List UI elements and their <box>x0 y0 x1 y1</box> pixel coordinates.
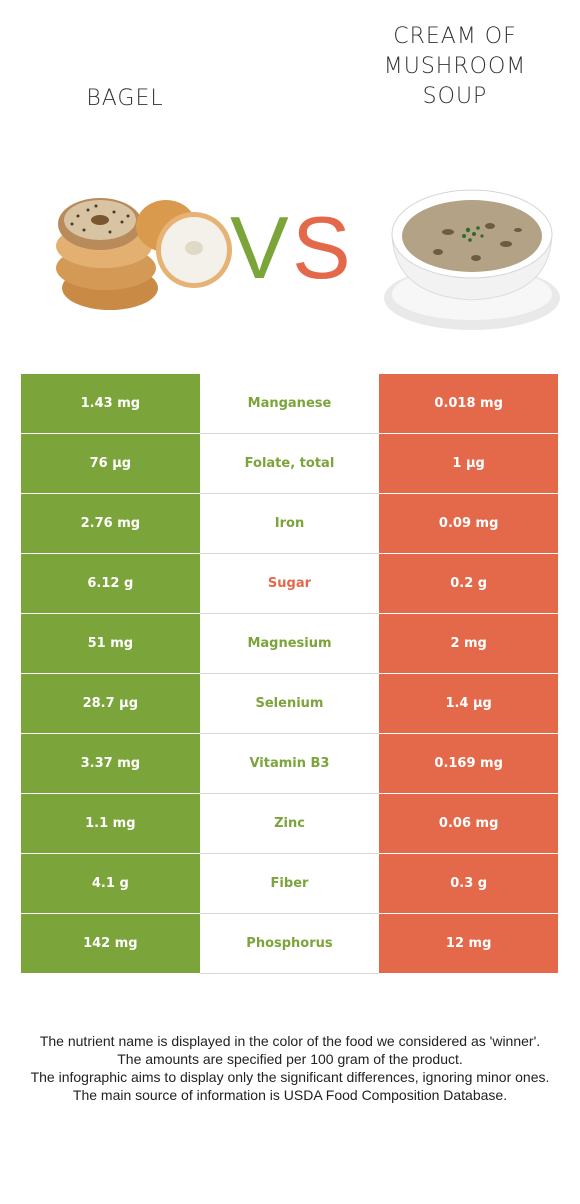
left-food-value: 3.37 mg <box>21 733 200 794</box>
soup-image <box>384 189 560 330</box>
nutrient-name: Vitamin B3 <box>199 733 380 794</box>
nutrient-name: Iron <box>199 493 380 554</box>
nutrient-row: 28.7 µg Selenium 1.4 µg <box>21 673 558 734</box>
left-food-value: 1.1 mg <box>21 793 200 854</box>
nutrient-name: Fiber <box>199 853 380 914</box>
right-food-value: 2 mg <box>379 613 558 674</box>
footnote-line-2: The amounts are specified per 100 gram o… <box>117 1051 463 1067</box>
comparison-table: 1.43 mg Manganese 0.018 mg 76 µg Folate, tot… <box>21 374 558 974</box>
nutrient-name: Magnesium <box>199 613 380 674</box>
footnote-line-1: The nutrient name is displayed in the co… <box>39 1033 541 1049</box>
right-food-value: 0.09 mg <box>379 493 558 554</box>
right-food-value: 1 µg <box>379 433 558 494</box>
left-food-value: 2.76 mg <box>21 493 200 554</box>
nutrient-name: Sugar <box>199 553 380 614</box>
nutrient-row: 2.76 mg Iron 0.09 mg <box>21 493 558 554</box>
right-food-value: 0.169 mg <box>379 733 558 794</box>
left-food-value: 6.12 g <box>21 553 200 614</box>
left-food-value: 1.43 mg <box>21 374 200 434</box>
vs-right-letter: S <box>292 200 351 290</box>
footnote-line-3: The infographic aims to display only the… <box>30 1069 550 1085</box>
footnote: The nutrient name is displayed in the co… <box>14 1032 566 1104</box>
right-food-title: CREAM OF MUSHROOM SOUP <box>383 24 527 109</box>
nutrient-row: 76 µg Folate, total 1 µg <box>21 433 558 494</box>
left-food-value: 28.7 µg <box>21 673 200 734</box>
left-food-value: 76 µg <box>21 433 200 494</box>
nutrient-name: Selenium <box>199 673 380 734</box>
nutrient-name: Phosphorus <box>199 913 380 974</box>
right-food-value: 0.3 g <box>379 853 558 914</box>
vs-label: V S <box>230 200 351 290</box>
right-food-value: 0.018 mg <box>379 374 558 434</box>
right-food-value: 0.2 g <box>379 553 558 614</box>
nutrient-row: 3.37 mg Vitamin B3 0.169 mg <box>21 733 558 794</box>
nutrient-name: Zinc <box>199 793 380 854</box>
nutrient-row: 51 mg Magnesium 2 mg <box>21 613 558 674</box>
footnote-line-4: The main source of information is USDA F… <box>72 1087 508 1103</box>
left-food-value: 51 mg <box>21 613 200 674</box>
nutrient-name: Folate, total <box>199 433 380 494</box>
nutrient-name: Manganese <box>199 374 380 434</box>
nutrient-row: 1.43 mg Manganese 0.018 mg <box>21 374 558 434</box>
left-food-value: 4.1 g <box>21 853 200 914</box>
nutrient-row: 6.12 g Sugar 0.2 g <box>21 553 558 614</box>
right-food-value: 1.4 µg <box>379 673 558 734</box>
right-food-value: 0.06 mg <box>379 793 558 854</box>
left-food-title: BAGEL <box>86 86 164 111</box>
nutrient-row: 142 mg Phosphorus 12 mg <box>21 913 558 974</box>
nutrient-row: 4.1 g Fiber 0.3 g <box>21 853 558 914</box>
left-food-value: 142 mg <box>21 913 200 974</box>
bagel-image <box>56 198 232 310</box>
vs-left-letter: V <box>230 200 289 290</box>
right-food-value: 12 mg <box>379 913 558 974</box>
nutrient-row: 1.1 mg Zinc 0.06 mg <box>21 793 558 854</box>
